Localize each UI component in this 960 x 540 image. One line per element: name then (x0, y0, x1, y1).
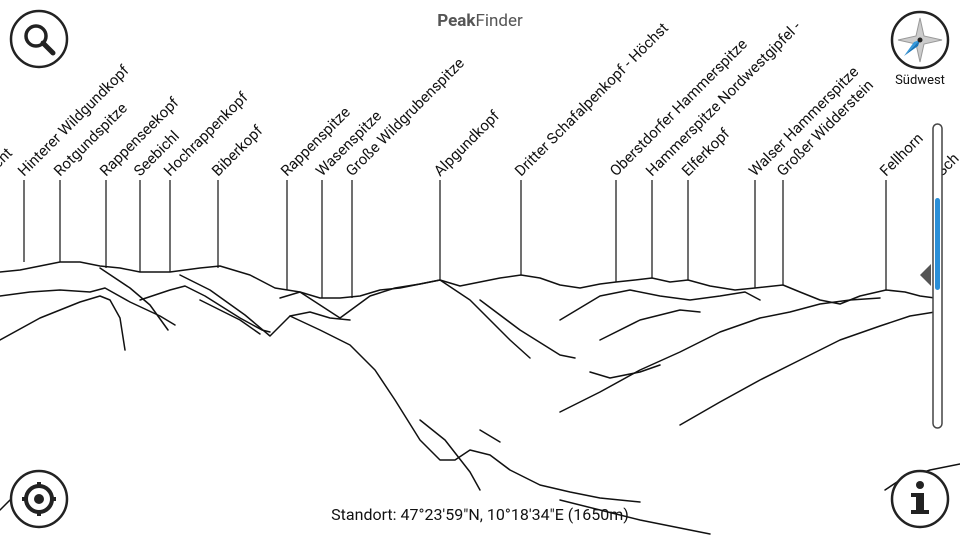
app-title: PeakFinder (437, 11, 523, 31)
ridge-line (599, 309, 701, 341)
peak-label: Licht (0, 144, 16, 180)
ridge-line (679, 311, 936, 426)
ridge-line (419, 419, 481, 491)
ridge-line (0, 287, 176, 326)
location-text: Standort: 47°23'59"N, 10°18'34"E (1650m) (331, 505, 629, 524)
peak-label: Walser Hammerspitze (745, 63, 862, 180)
info-button[interactable] (890, 469, 950, 529)
ridge-line (179, 274, 351, 337)
zoom-slider[interactable] (920, 123, 943, 429)
ridge-line (589, 364, 661, 379)
compass-direction: Südwest (895, 73, 945, 88)
search-button[interactable] (9, 9, 69, 69)
ridge-line (0, 295, 126, 351)
ridge-line (559, 297, 881, 413)
app-title-bold: Peak (437, 11, 476, 31)
peak-label: Fellhorn (876, 129, 927, 180)
locate-button[interactable] (9, 469, 69, 529)
ridge-line (479, 429, 501, 443)
ridge-line (0, 261, 936, 305)
ridge-line (199, 299, 261, 335)
ridge-line (559, 499, 711, 535)
ridge-line (0, 499, 11, 511)
ridge-line (99, 267, 169, 331)
ridge-line (279, 291, 341, 319)
peak-label: Dritter Schafalpenkopf - Höchst (511, 19, 672, 180)
app-title-regular: Finder (475, 11, 523, 31)
compass-button[interactable] (890, 10, 950, 70)
ridge-line (339, 279, 531, 359)
ridge-line (139, 285, 271, 333)
ridge-line (479, 299, 576, 359)
ridge-line (289, 315, 641, 503)
ridge-line (559, 289, 761, 321)
ridges (0, 261, 960, 535)
peak-label: Alpgundkopf (430, 106, 503, 179)
